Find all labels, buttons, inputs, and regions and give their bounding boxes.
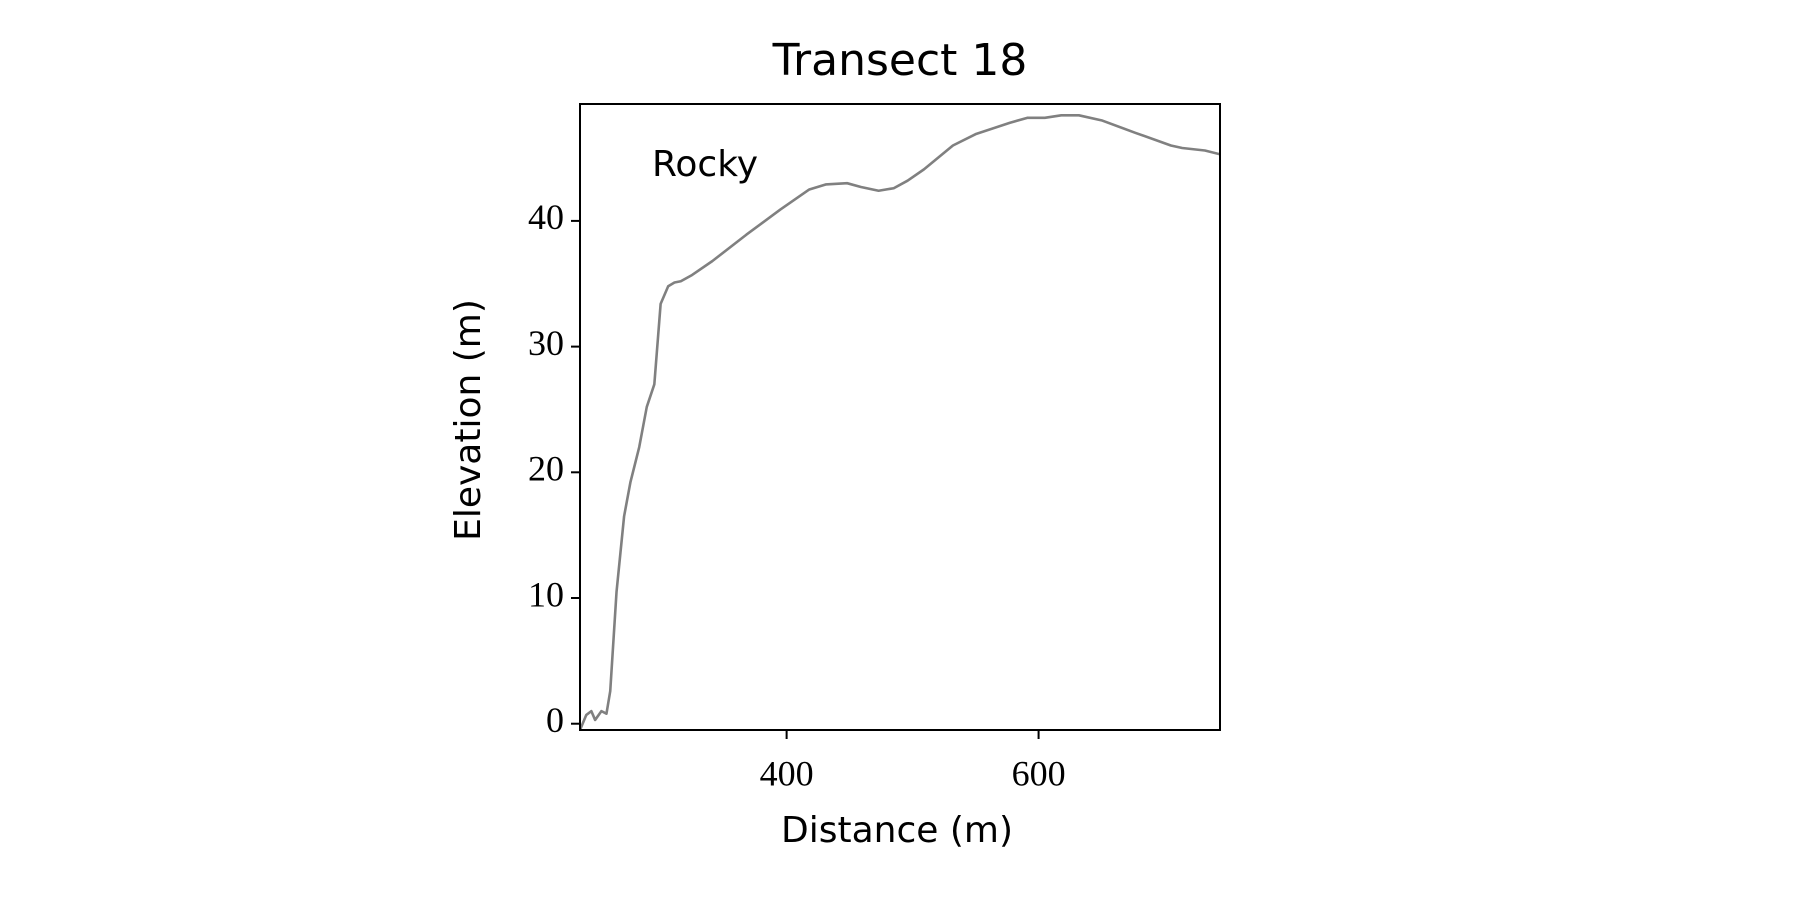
annotation: Rocky <box>652 144 758 185</box>
y-tick-label: 0 <box>546 700 564 740</box>
y-tick-label: 20 <box>528 449 564 489</box>
y-tick-label: 40 <box>528 197 564 237</box>
y-tick-label: 10 <box>528 574 564 614</box>
y-axis-label: Elevation (m) <box>448 299 489 541</box>
data-line <box>580 114 1220 730</box>
x-tick-label: 600 <box>1012 753 1066 793</box>
x-tick-label: 400 <box>760 753 814 793</box>
chart-title: Transect 18 <box>772 35 1028 86</box>
plot-frame <box>579 103 1221 731</box>
y-tick-label: 30 <box>528 323 564 363</box>
x-axis-label: Distance (m) <box>781 810 1013 851</box>
